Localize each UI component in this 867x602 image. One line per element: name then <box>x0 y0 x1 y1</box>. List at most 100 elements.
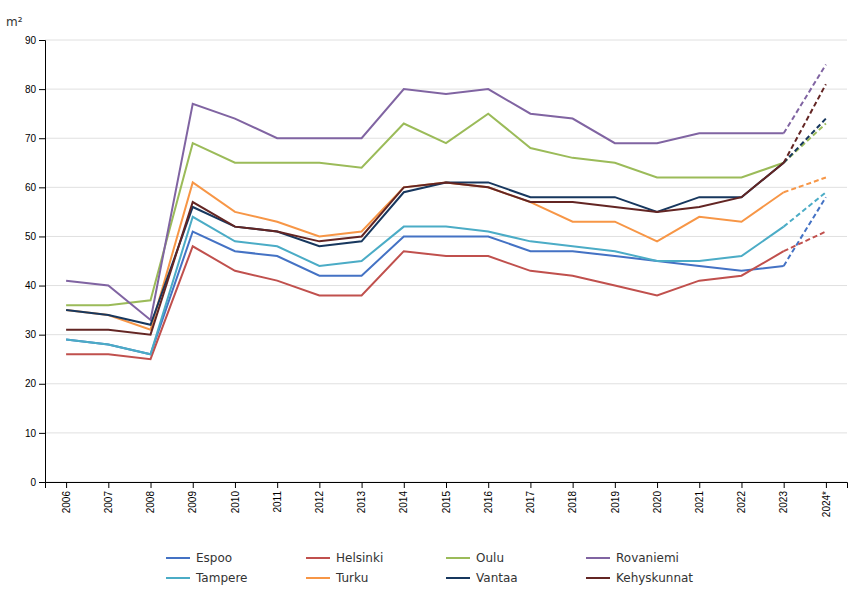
legend-label: Oulu <box>476 551 504 565</box>
grid-line <box>45 383 847 384</box>
x-tick: 2018 <box>567 482 578 513</box>
legend-swatch <box>166 577 190 579</box>
legend-item: Kehyskunnat <box>586 571 693 585</box>
lines <box>66 65 826 360</box>
y-tick-label: 30 <box>25 329 37 340</box>
series-line-forecast <box>784 84 826 163</box>
x-tick-label: 2019 <box>610 491 621 514</box>
x-tick-label: 2017 <box>525 491 536 514</box>
x-tick: 2021 <box>694 482 705 513</box>
legend-swatch <box>446 577 470 579</box>
legend-swatch <box>586 557 610 559</box>
x-tick-mark <box>530 482 531 488</box>
x-tick-label: 2010 <box>230 491 241 514</box>
y-tick: 0 <box>30 477 45 488</box>
x-tick: 2010 <box>230 482 241 513</box>
grid-line <box>45 334 847 335</box>
grid-line <box>45 187 847 188</box>
x-tick-label: 2024* <box>821 491 832 517</box>
x-tick-label: 2020 <box>652 491 663 514</box>
y-tick-mark <box>39 138 45 139</box>
legend-item: Oulu <box>446 551 504 565</box>
x-tick: 2015 <box>441 482 452 513</box>
series-line-forecast <box>784 232 826 252</box>
x-tick-label: 2014 <box>398 491 409 514</box>
y-tick: 30 <box>25 329 45 340</box>
chart: 0102030405060708090m²2006200720082009201… <box>0 0 867 602</box>
x-tick-mark <box>446 482 447 488</box>
x-tick-mark <box>488 482 489 488</box>
legend-label: Espoo <box>196 551 232 565</box>
y-tick: 80 <box>25 84 45 95</box>
series-line <box>66 217 784 355</box>
x-tick-mark <box>699 482 700 488</box>
x-tick-mark <box>66 482 67 488</box>
x-tick-mark <box>151 482 152 488</box>
series-line <box>66 163 784 335</box>
x-tick: 2011 <box>272 482 283 513</box>
legend-item: Turku <box>306 571 368 585</box>
legend-swatch <box>166 557 190 559</box>
y-tick-label: 70 <box>25 133 37 144</box>
x-tick-label: 2007 <box>103 491 114 514</box>
legend-item: Espoo <box>166 551 232 565</box>
x-tick-mark <box>573 482 574 488</box>
x-tick: 2017 <box>525 482 536 513</box>
x-tick-mark <box>319 482 320 488</box>
y-tick-mark <box>39 40 45 41</box>
y-tick: 60 <box>25 182 45 193</box>
x-tick-mark <box>108 482 109 488</box>
x-axis: 2006200720082009201020112012201320142015… <box>46 482 848 517</box>
grid-line <box>45 138 847 139</box>
grid-line <box>45 432 847 433</box>
y-axis: 0102030405060708090 <box>25 35 46 488</box>
y-tick-mark <box>39 335 45 336</box>
x-tick-label: 2013 <box>356 491 367 514</box>
y-tick-mark <box>39 384 45 385</box>
x-tick-mark <box>615 482 616 488</box>
legend-label: Tampere <box>195 571 247 585</box>
x-tick-label: 2016 <box>483 491 494 514</box>
x-tick: 2019 <box>610 482 621 513</box>
x-tick: 2012 <box>314 482 325 513</box>
y-tick-label: 80 <box>25 84 37 95</box>
x-tick-label: 2022 <box>736 491 747 514</box>
x-tick-mark <box>235 482 236 488</box>
x-tick: 2014 <box>398 482 409 513</box>
x-tick-label: 2015 <box>441 491 452 514</box>
y-tick-label: 50 <box>25 231 37 242</box>
legend-item: Tampere <box>166 571 247 585</box>
y-tick-mark <box>39 433 45 434</box>
y-axis-line <box>39 41 46 483</box>
legend-item: Rovaniemi <box>586 551 679 565</box>
x-tick-label: 2009 <box>187 491 198 514</box>
x-tick-label: 2021 <box>694 491 705 514</box>
grid <box>45 40 847 482</box>
y-tick-mark <box>39 236 45 237</box>
y-tick: 40 <box>25 280 45 291</box>
series-line-forecast <box>784 192 826 226</box>
y-tick-label: 90 <box>25 35 37 46</box>
x-tick-mark <box>193 482 194 488</box>
x-tick-mark <box>784 482 785 488</box>
x-tick-label: 2018 <box>567 491 578 514</box>
x-tick: 2013 <box>356 482 367 513</box>
legend-label: Rovaniemi <box>616 551 679 565</box>
x-tick-mark <box>657 482 658 488</box>
x-tick-mark <box>362 482 363 488</box>
grid-line <box>45 40 847 41</box>
legend-label: Vantaa <box>476 571 518 585</box>
series-line-forecast <box>784 178 826 193</box>
x-tick: 2009 <box>187 482 198 513</box>
x-tick-mark <box>741 482 742 488</box>
x-tick: 2016 <box>483 482 494 513</box>
y-tick: 90 <box>25 35 45 46</box>
y-tick: 70 <box>25 133 45 144</box>
x-tick-label: 2006 <box>61 491 72 514</box>
series-line-forecast <box>784 65 826 134</box>
y-tick-label: 0 <box>30 477 36 488</box>
x-tick: 2006 <box>61 482 72 513</box>
legend-label: Turku <box>335 571 368 585</box>
plot: 0102030405060708090m²2006200720082009201… <box>6 15 848 517</box>
legend-label: Helsinki <box>336 551 383 565</box>
